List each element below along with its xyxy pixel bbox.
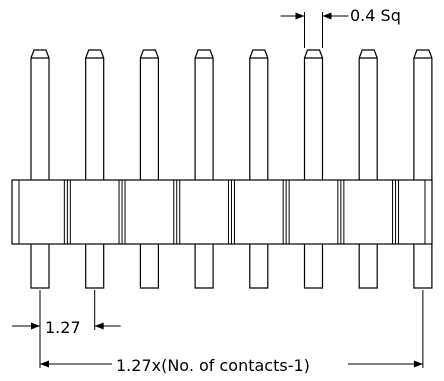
pin [30,49,50,289]
pin [358,49,378,289]
dimension-lines [12,12,424,368]
pitch-label: 1.27 [45,318,81,337]
overall-length-label: 1.27x(No. of contacts-1) [116,356,310,375]
pin [249,49,269,289]
pin-lower-outline [30,244,50,289]
arrowhead [31,322,40,330]
pin [139,49,159,289]
pin-lower-outline [139,244,159,289]
pin-lower-outline [413,244,433,289]
arrowhead [295,12,305,20]
pin-upper-outline [358,49,378,180]
pin-lower-outline [249,244,269,289]
housing-body [11,179,433,245]
pin [303,49,324,289]
pin-lower-outline [85,244,105,289]
pin-upper-outline [249,49,269,180]
pin-size-label: 0.4 Sq [350,6,401,25]
pin-upper-outline [85,49,105,180]
pin-upper-outline [139,49,159,180]
pin-upper-outline [30,49,50,180]
housing-outline [11,179,433,245]
arrowhead [40,360,49,368]
pin-lower-outline [358,244,378,289]
arrowhead [413,360,423,368]
pin-upper-outline [194,49,214,180]
pin-lower-outline [194,244,214,289]
pin [413,49,433,289]
arrowhead [94,322,104,330]
pin [85,49,105,289]
pin [194,49,214,289]
pin-upper-outline [303,49,324,180]
pin-lower-outline [303,244,324,289]
pin-upper-outline [413,49,433,180]
arrowhead [322,12,332,20]
pins-group [30,49,433,289]
